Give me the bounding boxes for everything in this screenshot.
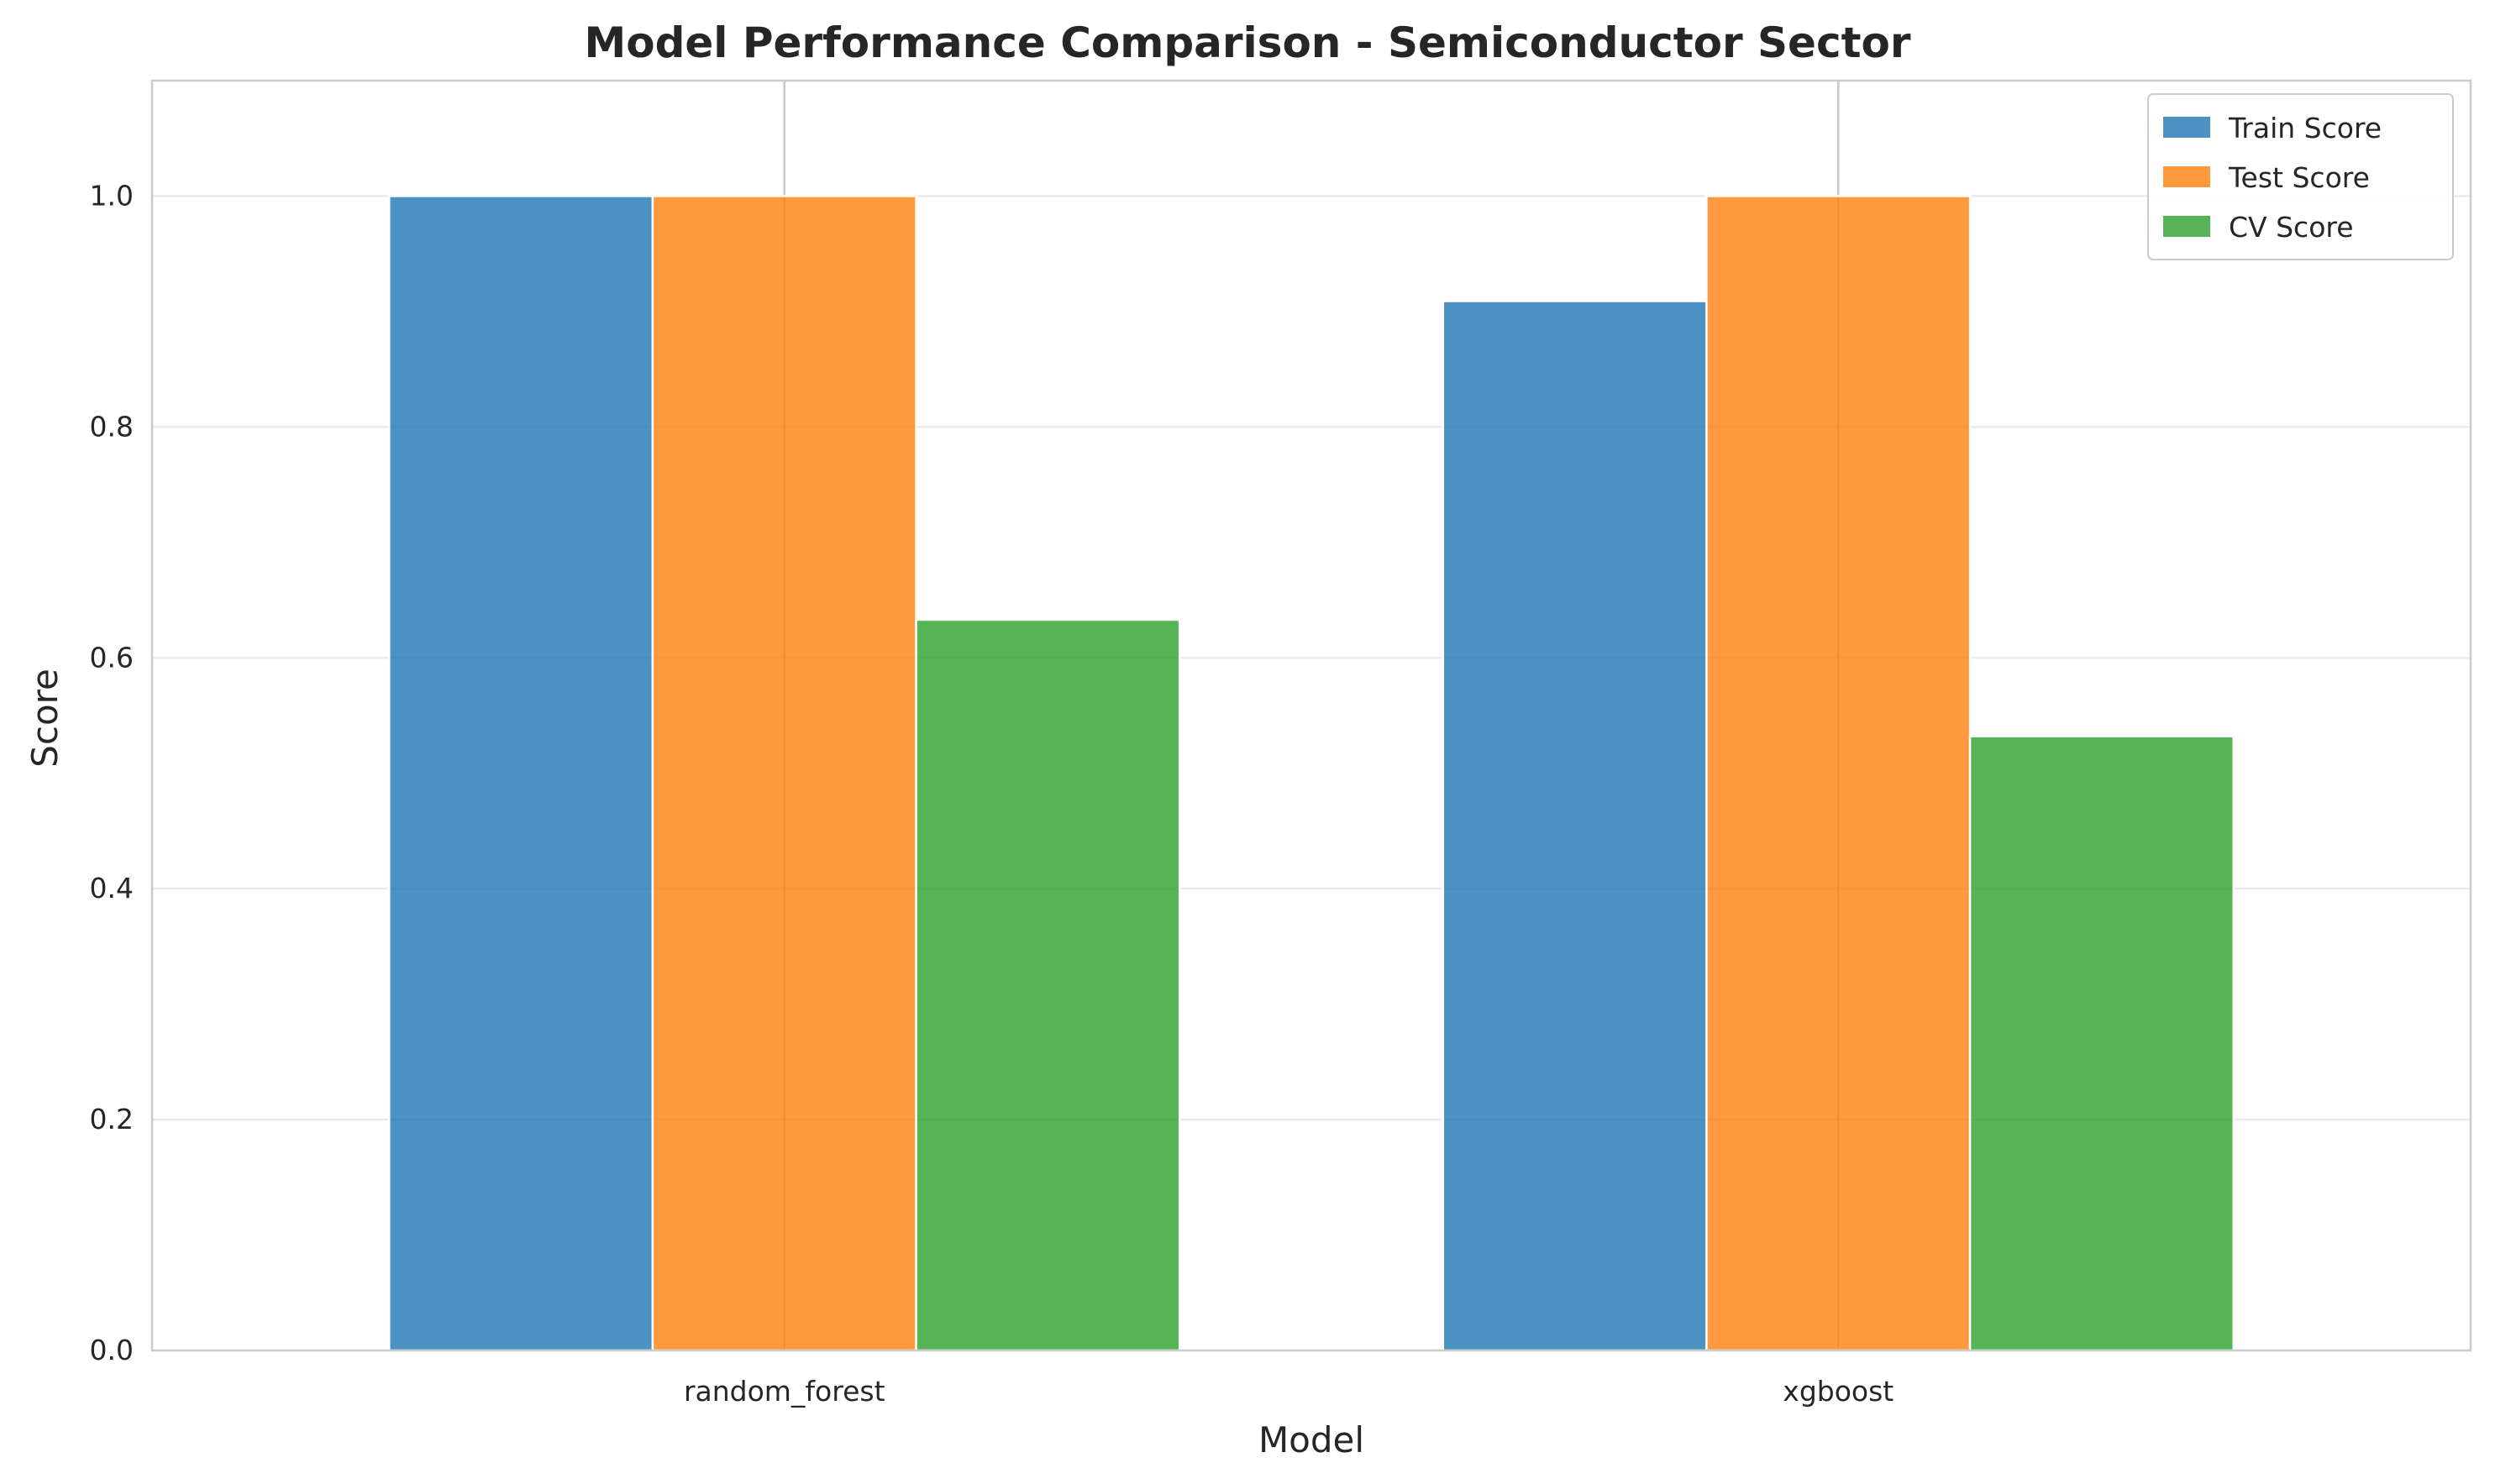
legend-swatch: [2163, 117, 2210, 138]
plot-frame: [150, 79, 2472, 1352]
y-tick-label: 0.0: [90, 1334, 134, 1366]
x-tick-labels: random_forest xgboost: [684, 1375, 1894, 1408]
bars: [388, 195, 2235, 1352]
legend-swatch: [2163, 166, 2210, 187]
legend-box: [2147, 93, 2454, 260]
bar-train-score-random-forest: [388, 195, 654, 1352]
y-tick-label: 0.8: [90, 410, 134, 443]
bar-train-score-xgboost: [1442, 300, 1708, 1352]
y-axis-label: Score: [24, 669, 66, 768]
chart-title: Model Performance Comparison - Semicondu…: [584, 18, 1910, 67]
bar-cv-score-xgboost: [1968, 735, 2235, 1352]
bar-test-score-xgboost: [1705, 195, 1972, 1352]
y-tick-label: 1.0: [90, 179, 134, 212]
x-tick-label: random_forest: [684, 1375, 885, 1408]
legend-label: Train Score: [2228, 112, 2382, 144]
legend: Train Score Test Score CV Score: [2147, 93, 2454, 260]
x-tick-label: xgboost: [1783, 1375, 1894, 1408]
legend-label: Test Score: [2228, 161, 2370, 194]
y-tick-label: 0.2: [90, 1103, 134, 1135]
bar-cv-score-random-forest: [915, 618, 1181, 1352]
y-tick-label: 0.4: [90, 872, 134, 905]
y-tick-labels: 0.0 0.2 0.4 0.6 0.8 1.0: [90, 179, 134, 1366]
bar-test-score-random-forest: [651, 195, 917, 1352]
x-axis-label: Model: [1258, 1419, 1364, 1460]
legend-label: CV Score: [2229, 211, 2354, 244]
y-tick-label: 0.6: [90, 641, 134, 674]
legend-swatch: [2163, 216, 2210, 237]
